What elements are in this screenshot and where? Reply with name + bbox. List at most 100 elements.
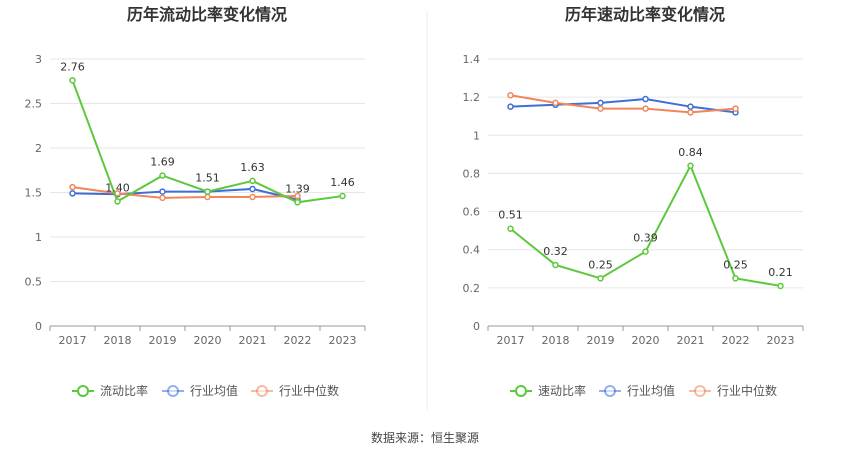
legend-marker-icon — [167, 385, 179, 397]
data-point[interactable] — [642, 248, 649, 255]
data-point[interactable] — [597, 99, 604, 107]
data-point[interactable] — [159, 188, 166, 195]
legend-item[interactable]: 行业均值 — [162, 383, 238, 398]
x-tick-label: 2022 — [722, 334, 750, 347]
legend-item[interactable]: 流动比率 — [72, 383, 148, 398]
data-label: 0.84 — [678, 146, 703, 159]
legend-item[interactable]: 行业中位数 — [689, 383, 777, 398]
quick-ratio-chart: 历年速动比率变化情况 0 0.2 0.4 0.6 0.8 1 1.2 1.4 2017 2018 20… — [463, 5, 804, 398]
legend-label: 流动比率 — [100, 383, 148, 398]
y-tick-label: 0.4 — [463, 244, 481, 257]
legend-label: 速动比率 — [538, 383, 586, 398]
data-point[interactable] — [339, 192, 346, 200]
data-label: 1.40 — [105, 181, 130, 194]
data-point[interactable] — [687, 103, 694, 110]
x-tick-label: 2017 — [59, 334, 87, 347]
x-tick-label: 2018 — [104, 334, 132, 347]
data-point[interactable] — [642, 95, 649, 103]
x-tick-label: 2023 — [767, 334, 795, 347]
data-label: 2.76 — [60, 60, 85, 73]
data-point[interactable] — [294, 199, 301, 206]
data-label: 1.63 — [240, 161, 265, 174]
data-point[interactable] — [204, 188, 211, 195]
data-point[interactable] — [69, 190, 76, 197]
x-tick-label: 2017 — [497, 334, 525, 347]
data-point[interactable] — [507, 225, 514, 232]
legend-marker-icon — [256, 385, 268, 397]
legend-label: 行业中位数 — [717, 383, 777, 398]
y-tick-label: 3 — [35, 53, 42, 66]
data-point[interactable] — [687, 109, 694, 116]
data-point[interactable] — [249, 193, 256, 201]
y-tick-label: 1 — [473, 129, 480, 142]
legend-label: 行业均值 — [627, 383, 675, 398]
data-point[interactable] — [597, 275, 604, 282]
legend-item[interactable]: 速动比率 — [510, 383, 586, 398]
data-point[interactable] — [552, 99, 559, 107]
y-tick-label: 0.6 — [463, 206, 481, 219]
y-tick-label: 1 — [35, 231, 42, 244]
y-tick-label: 1.4 — [463, 53, 481, 66]
data-point[interactable] — [507, 91, 514, 99]
series-line-industry-mean — [510, 98, 736, 114]
data-point[interactable] — [294, 192, 301, 200]
data-point[interactable] — [732, 105, 739, 112]
data-point[interactable] — [507, 103, 514, 110]
data-label: 1.51 — [195, 172, 220, 185]
y-tick-label: 0.2 — [463, 282, 481, 295]
y-tick-label: 0 — [35, 320, 42, 333]
legend-item[interactable]: 行业中位数 — [251, 383, 339, 398]
data-label: 0.32 — [543, 245, 568, 258]
data-point[interactable] — [114, 198, 121, 205]
data-label: 0.25 — [588, 258, 613, 271]
data-point[interactable] — [69, 183, 76, 191]
y-tick-label: 2.5 — [25, 98, 43, 111]
data-point[interactable] — [159, 172, 166, 179]
legend-marker-icon — [694, 385, 706, 397]
data-label: 0.51 — [498, 209, 523, 222]
x-tick-label: 2020 — [632, 334, 660, 347]
x-tick-label: 2020 — [194, 334, 222, 347]
legend-item[interactable]: 行业均值 — [599, 383, 675, 398]
legend-marker-icon — [515, 385, 527, 397]
legend-marker-icon — [77, 385, 89, 397]
legend-label: 行业中位数 — [279, 383, 339, 398]
y-tick-label: 1.2 — [463, 91, 481, 104]
data-point[interactable] — [69, 77, 76, 84]
data-point[interactable] — [732, 275, 739, 282]
data-label: 1.39 — [285, 182, 310, 195]
data-point[interactable] — [552, 261, 559, 269]
y-tick-label: 0.8 — [463, 167, 481, 180]
data-point[interactable] — [249, 177, 256, 185]
x-tick-label: 2019 — [149, 334, 177, 347]
y-tick-label: 0.5 — [25, 276, 43, 289]
x-tick-label: 2023 — [329, 334, 357, 347]
y-tick-label: 0 — [473, 320, 480, 333]
data-point[interactable] — [597, 105, 604, 112]
x-tick-label: 2022 — [284, 334, 312, 347]
data-label: 1.69 — [150, 156, 175, 169]
data-point[interactable] — [777, 282, 784, 290]
data-point[interactable] — [249, 185, 256, 193]
data-point[interactable] — [642, 105, 649, 112]
series-line-industry-median — [72, 186, 298, 199]
data-point[interactable] — [687, 162, 694, 170]
data-label: 0.25 — [723, 258, 748, 271]
data-label: 0.39 — [633, 232, 658, 245]
x-tick-label: 2021 — [677, 334, 705, 347]
data-label: 1.46 — [330, 176, 355, 189]
data-source-note: 数据来源：恒生聚源 — [371, 430, 479, 445]
x-tick-label: 2019 — [587, 334, 615, 347]
data-point[interactable] — [159, 194, 166, 202]
chart-title: 历年速动比率变化情况 — [565, 5, 725, 24]
data-point[interactable] — [204, 193, 211, 201]
y-tick-label: 1.5 — [25, 187, 43, 200]
legend-marker-icon — [604, 385, 616, 397]
series-line-industry-median — [510, 94, 736, 114]
x-tick-label: 2021 — [239, 334, 267, 347]
chart-title: 历年流动比率变化情况 — [127, 5, 287, 24]
y-tick-label: 2 — [35, 142, 42, 155]
series-line-industry-mean — [72, 187, 298, 201]
data-label: 0.21 — [768, 266, 793, 279]
